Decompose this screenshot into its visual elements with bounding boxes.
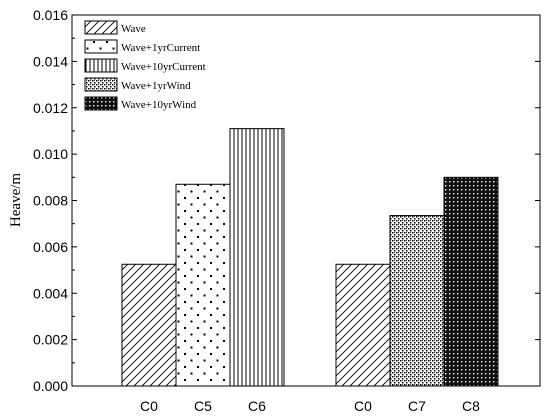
y-tick-label: 0.012	[33, 100, 68, 116]
legend: Wave Wave+1yrCurrent Wave+10yrCurrent Wave+…	[84, 20, 206, 111]
legend-swatch	[84, 20, 118, 35]
legend-swatch	[84, 77, 118, 92]
y-tick-label: 0.010	[33, 146, 68, 162]
bar-c8	[443, 176, 499, 387]
x-axis-labels: C0 C5 C6 C0 C7 C8	[140, 398, 480, 414]
legend-label: Wave+10yrWind	[121, 99, 197, 111]
bar-c0	[121, 263, 177, 387]
legend-swatch	[84, 58, 118, 73]
y-tick-label: 0.014	[33, 53, 68, 69]
legend-label: Wave+1yrCurrent	[121, 42, 200, 54]
legend-swatch	[84, 96, 118, 111]
x-tick-label: C5	[194, 398, 212, 414]
y-tick-label: 0.008	[33, 193, 68, 209]
y-axis: 0.000 0.002 0.004 0.006 0.008 0.010 0.012 0.014…	[33, 7, 540, 394]
bars	[121, 128, 499, 387]
x-tick-label: C6	[248, 398, 266, 414]
bar-c7	[389, 215, 445, 387]
bar-c5	[175, 183, 231, 387]
y-tick-label: 0.016	[33, 7, 68, 23]
x-tick-label: C0	[354, 398, 372, 414]
x-tick-label: C0	[140, 398, 158, 414]
legend-label: Wave	[121, 23, 146, 35]
x-tick-label: C8	[462, 398, 480, 414]
y-tick-label: 0.006	[33, 239, 68, 255]
x-tick-label: C7	[408, 398, 426, 414]
y-tick-label: 0.002	[33, 332, 68, 348]
legend-label: Wave+10yrCurrent	[121, 61, 206, 73]
legend-label: Wave+1yrWind	[121, 80, 191, 92]
legend-swatch	[84, 39, 118, 54]
y-axis-title: Heave/m	[8, 173, 24, 227]
y-tick-label: 0.000	[33, 378, 68, 394]
bar-c0	[335, 263, 391, 387]
bar-c6	[229, 128, 285, 387]
y-tick-label: 0.004	[33, 285, 68, 301]
